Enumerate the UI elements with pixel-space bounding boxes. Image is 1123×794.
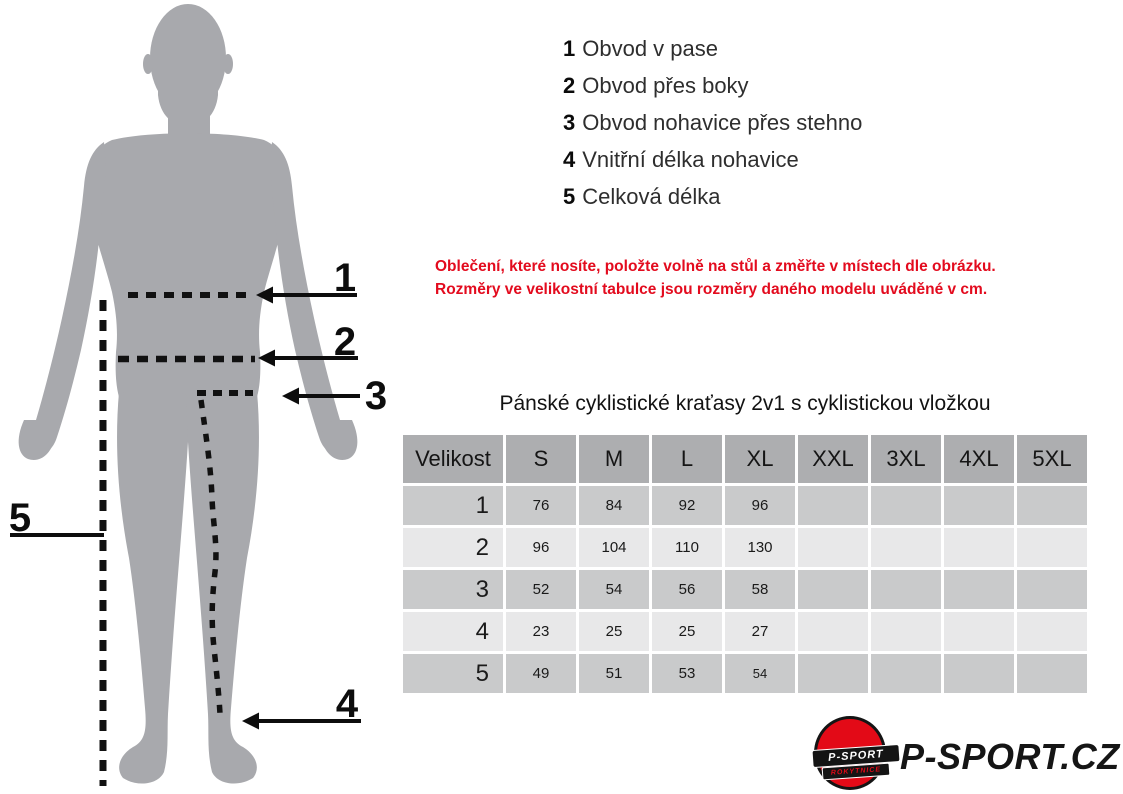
- size-table-header-5XL: 5XL: [1017, 435, 1087, 483]
- size-table-cell: [1017, 570, 1087, 609]
- figure-marker-numbers: 1 2 3 4 5: [9, 256, 387, 726]
- size-table-cell: 92: [652, 486, 722, 525]
- size-table-cell: 25: [652, 612, 722, 651]
- legend-item-number: 4: [563, 147, 576, 172]
- size-table-header-S: S: [506, 435, 576, 483]
- arrowhead-4: [242, 712, 259, 730]
- size-table-cell: 51: [579, 654, 649, 693]
- size-table-cell: 96: [725, 486, 795, 525]
- size-table-header-3XL: 3XL: [871, 435, 941, 483]
- legend-item-number: 5: [563, 184, 576, 209]
- measurement-arrows: [10, 286, 361, 730]
- size-table-cell: [798, 612, 868, 651]
- table-title: Pánské cyklistické kraťasy 2v1 s cyklist…: [499, 392, 991, 415]
- figure-marker-5: 5: [9, 496, 31, 540]
- legend-item-number: 1: [563, 36, 576, 61]
- legend-item-label: Obvod přes boky: [582, 73, 749, 98]
- legend-item-label: Obvod nohavice přes stehno: [582, 110, 863, 135]
- size-table-cell: [1017, 486, 1087, 525]
- size-table-cell: [944, 612, 1014, 651]
- size-table-header-L: L: [652, 435, 722, 483]
- legend-item-1: 1 Obvod v pase: [563, 30, 862, 67]
- size-table-cell: [871, 570, 941, 609]
- size-table-header-XXL: XXL: [798, 435, 868, 483]
- size-table-cell: 27: [725, 612, 795, 651]
- figure-marker-3: 3: [365, 374, 387, 418]
- size-table-row-label: 2: [403, 528, 503, 567]
- legend-item-label: Celková délka: [582, 184, 721, 209]
- size-table-row-label: 4: [403, 612, 503, 651]
- figure-marker-4: 4: [336, 682, 359, 726]
- size-table-cell: 130: [725, 528, 795, 567]
- size-table-cell: [798, 654, 868, 693]
- arrowhead-2: [258, 349, 275, 367]
- measurement-lines: [99, 292, 255, 786]
- size-table-row-label: 3: [403, 570, 503, 609]
- body-measurement-figure: 1 2 3 4 5: [9, 4, 387, 786]
- size-table-cell: 53: [652, 654, 722, 693]
- size-table-cell: 54: [725, 654, 795, 693]
- size-table-row-label: 1: [403, 486, 503, 525]
- size-table-cell: 25: [579, 612, 649, 651]
- size-table-cell: [871, 654, 941, 693]
- size-table-cell: [944, 486, 1014, 525]
- male-silhouette: [18, 4, 358, 784]
- size-table-cell: 52: [506, 570, 576, 609]
- size-table-row-label: 5: [403, 654, 503, 693]
- size-table-cell: [1017, 528, 1087, 567]
- size-table-cell: 54: [579, 570, 649, 609]
- size-table-cell: [871, 528, 941, 567]
- figure-marker-1: 1: [334, 256, 356, 300]
- size-table-cell: [1017, 612, 1087, 651]
- size-table-header-XL: XL: [725, 435, 795, 483]
- note-line-1: Oblečení, které nosíte, položte volně na…: [435, 258, 996, 275]
- size-table-cell: [871, 486, 941, 525]
- size-table-cell: 110: [652, 528, 722, 567]
- size-table-cell: 104: [579, 528, 649, 567]
- arrowhead-3: [282, 387, 299, 405]
- size-table-cell: [944, 528, 1014, 567]
- size-table-cell: [798, 528, 868, 567]
- psport-badge-icon: P-SPORT ROKYTNICE: [811, 716, 901, 790]
- size-table-cell: 56: [652, 570, 722, 609]
- size-table-cell: 49: [506, 654, 576, 693]
- size-table-header-4XL: 4XL: [944, 435, 1014, 483]
- legend-item-5: 5 Celková délka: [563, 178, 862, 215]
- psport-logo-text: P-SPORT.CZ: [900, 736, 1120, 777]
- size-table-cell: 58: [725, 570, 795, 609]
- size-table-cell: [798, 486, 868, 525]
- size-table-cell: 76: [506, 486, 576, 525]
- legend-item-label: Obvod v pase: [582, 36, 718, 61]
- legend-item-number: 3: [563, 110, 576, 135]
- measurement-note: Oblečení, které nosíte, položte volně na…: [435, 255, 1085, 301]
- inseam-dashed-line: [198, 399, 223, 715]
- size-table-header-M: M: [579, 435, 649, 483]
- size-table-cell: [798, 570, 868, 609]
- size-table-cell: [1017, 654, 1087, 693]
- size-table-cell: [944, 570, 1014, 609]
- measurement-legend: 1 Obvod v pase 2 Obvod přes boky 3 Obvod noha…: [563, 30, 862, 215]
- size-table-cell: 96: [506, 528, 576, 567]
- legend-item-3: 3 Obvod nohavice přes stehno: [563, 104, 862, 141]
- psport-logo: P-SPORT ROKYTNICE P-SPORT.CZ: [811, 714, 1120, 794]
- legend-item-2: 2 Obvod přes boky: [563, 67, 862, 104]
- size-table-header-Velikost: Velikost: [403, 435, 503, 483]
- size-table: Velikost S M L XL XXL 3XL 4XL 5XL 1 76 84 92 96 2 96 104…: [403, 435, 1087, 693]
- size-table-cell: 84: [579, 486, 649, 525]
- size-table-cell: [871, 612, 941, 651]
- figure-marker-2: 2: [334, 320, 356, 364]
- size-table-cell: [944, 654, 1014, 693]
- size-table-cell: 23: [506, 612, 576, 651]
- note-line-2: Rozměry ve velikostní tabulce jsou rozmě…: [435, 281, 988, 298]
- legend-item-number: 2: [563, 73, 576, 98]
- legend-item-4: 4 Vnitřní délka nohavice: [563, 141, 862, 178]
- legend-item-label: Vnitřní délka nohavice: [582, 147, 799, 172]
- arrowhead-1: [256, 286, 273, 304]
